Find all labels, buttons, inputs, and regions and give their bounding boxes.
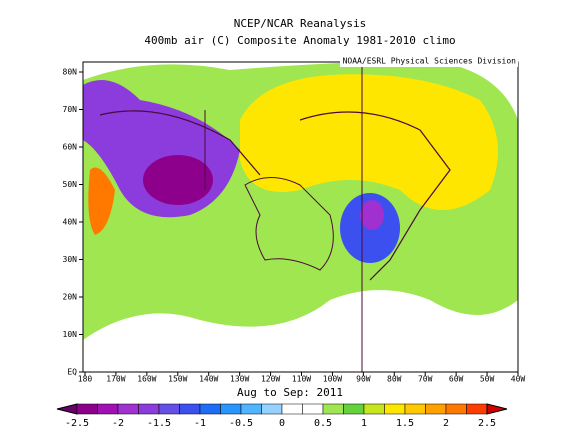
colorbar-label: -2.5 [65,418,89,429]
x-tick-label: 110W [292,375,311,384]
colorbar-cell [138,403,160,415]
colorbar-label: -1.5 [147,418,171,429]
y-tick-label: EQ [67,368,77,377]
x-tick-label: 70W [418,375,433,384]
colorbar-cell [97,403,119,415]
x-tick-label: 170W [106,375,125,384]
colorbar-label: 1.5 [396,418,414,429]
y-tick-label: 20N [63,293,78,302]
y-tick-label: 70N [63,105,78,114]
colorbar-label: 1 [361,418,367,429]
colorbar-label: -0.5 [229,418,253,429]
y-tick-label: 50N [63,180,78,189]
colorbar-label: 0 [279,418,285,429]
colorbar-cell [404,403,426,415]
colorbar-label: 2.5 [478,418,496,429]
x-tick-label: 50W [480,375,495,384]
colorbar-cell [117,403,139,415]
colorbar-cell [445,403,467,415]
y-tick-label: 60N [63,143,78,152]
x-tick-label: 150W [168,375,187,384]
y-tick-label: 30N [63,255,78,264]
colorbar-label: 0.5 [314,418,332,429]
colorbar: -2.5 -2 -1.5 -1 -0.5 0 0.5 1 1.5 2 2.5 [56,403,508,429]
y-tick-label: 80N [63,68,78,77]
colorbar-cell [199,403,221,415]
colorbar-cell [158,403,180,415]
x-tick-label: 90W [356,375,371,384]
anomaly-dark-purple [143,155,213,205]
x-tick-label: 160W [137,375,156,384]
coastline-us [244,177,334,271]
x-tick-label: 80W [387,375,402,384]
colorbar-cell [179,403,201,415]
map: NOAA/ESRL Physical Sciences Division [82,56,519,373]
subtitle: 400mb air (C) Composite Anomaly 1981-201… [144,34,455,47]
x-tick-label: 130W [230,375,249,384]
colorbar-cell [261,403,283,415]
colorbar-label: 2 [443,418,449,429]
colorbar-cell [76,403,98,415]
period: Aug to Sep: 2011 [237,386,343,399]
anomaly-yellow [240,74,498,211]
anomaly-orange [88,167,115,235]
colorbar-cell [220,403,242,415]
coastline [99,110,451,281]
colorbar-cell [384,403,406,415]
colorbar-arrow-high [486,403,508,415]
colorbar-cell [302,403,324,415]
colorbar-cell [343,403,365,415]
x-tick-label: 100W [323,375,342,384]
colorbar-cell [322,403,344,415]
credit-box [340,56,518,67]
x-tick-label: 140W [199,375,218,384]
colorbar-label: -2 [112,418,124,429]
colorbar-cell [363,403,385,415]
x-tick-label: 60W [449,375,464,384]
x-tick-label: 120W [261,375,280,384]
anomaly-blue-core [360,200,384,230]
colorbar-cell [425,403,447,415]
colorbar-cell [281,403,303,415]
x-tick-label: 180 [78,375,93,384]
credit: NOAA/ESRL Physical Sciences Division [343,57,517,66]
colorbar-cell [240,403,262,415]
colorbar-cell [466,403,488,415]
map-frame [82,61,519,373]
title: NCEP/NCAR Reanalysis [234,17,366,30]
y-tick-label: 40N [63,218,78,227]
y-tick-label: 10N [63,330,78,339]
x-tick-label: 40W [511,375,526,384]
colorbar-label: -1 [194,418,206,429]
colorbar-arrow-low [56,403,78,415]
